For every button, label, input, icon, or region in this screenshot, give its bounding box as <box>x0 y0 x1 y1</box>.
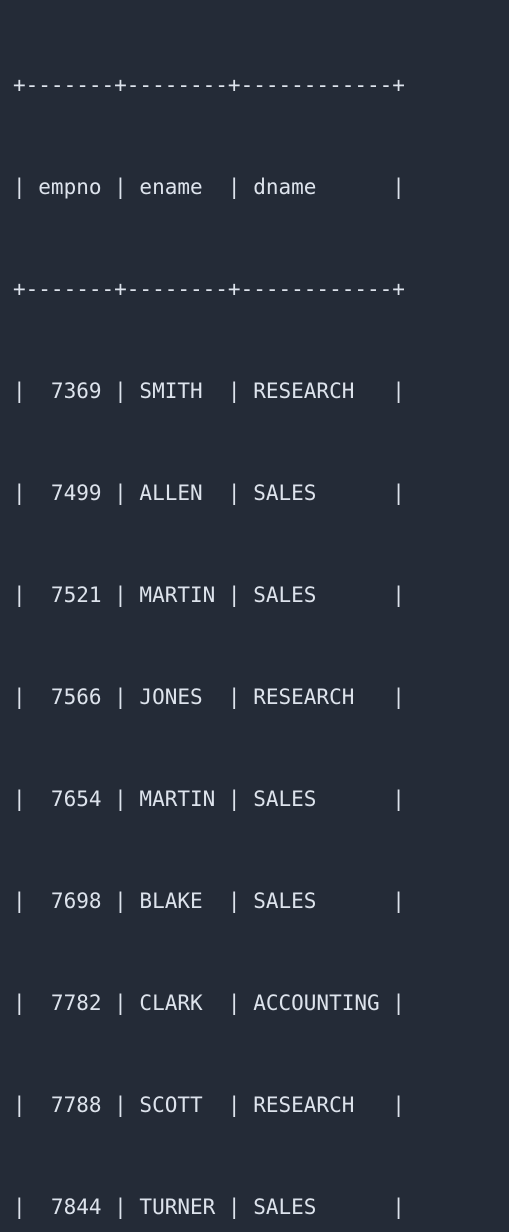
terminal-output: +-------+--------+------------+ | empno … <box>13 0 405 1232</box>
table-row: | 7788 | SCOTT | RESEARCH | <box>13 1093 405 1117</box>
table-row: | 7521 | MARTIN | SALES | <box>13 583 405 607</box>
table-row: | 7369 | SMITH | RESEARCH | <box>13 379 405 403</box>
table-border-top: +-------+--------+------------+ <box>13 73 405 97</box>
table-row: | 7698 | BLAKE | SALES | <box>13 889 405 913</box>
table-row: | 7566 | JONES | RESEARCH | <box>13 685 405 709</box>
table-row: | 7499 | ALLEN | SALES | <box>13 481 405 505</box>
table-row: | 7782 | CLARK | ACCOUNTING | <box>13 991 405 1015</box>
table-row: | 7844 | TURNER | SALES | <box>13 1195 405 1219</box>
table-row: | 7654 | MARTIN | SALES | <box>13 787 405 811</box>
table-border-header: +-------+--------+------------+ <box>13 277 405 301</box>
table-header-row: | empno | ename | dname | <box>13 175 405 199</box>
